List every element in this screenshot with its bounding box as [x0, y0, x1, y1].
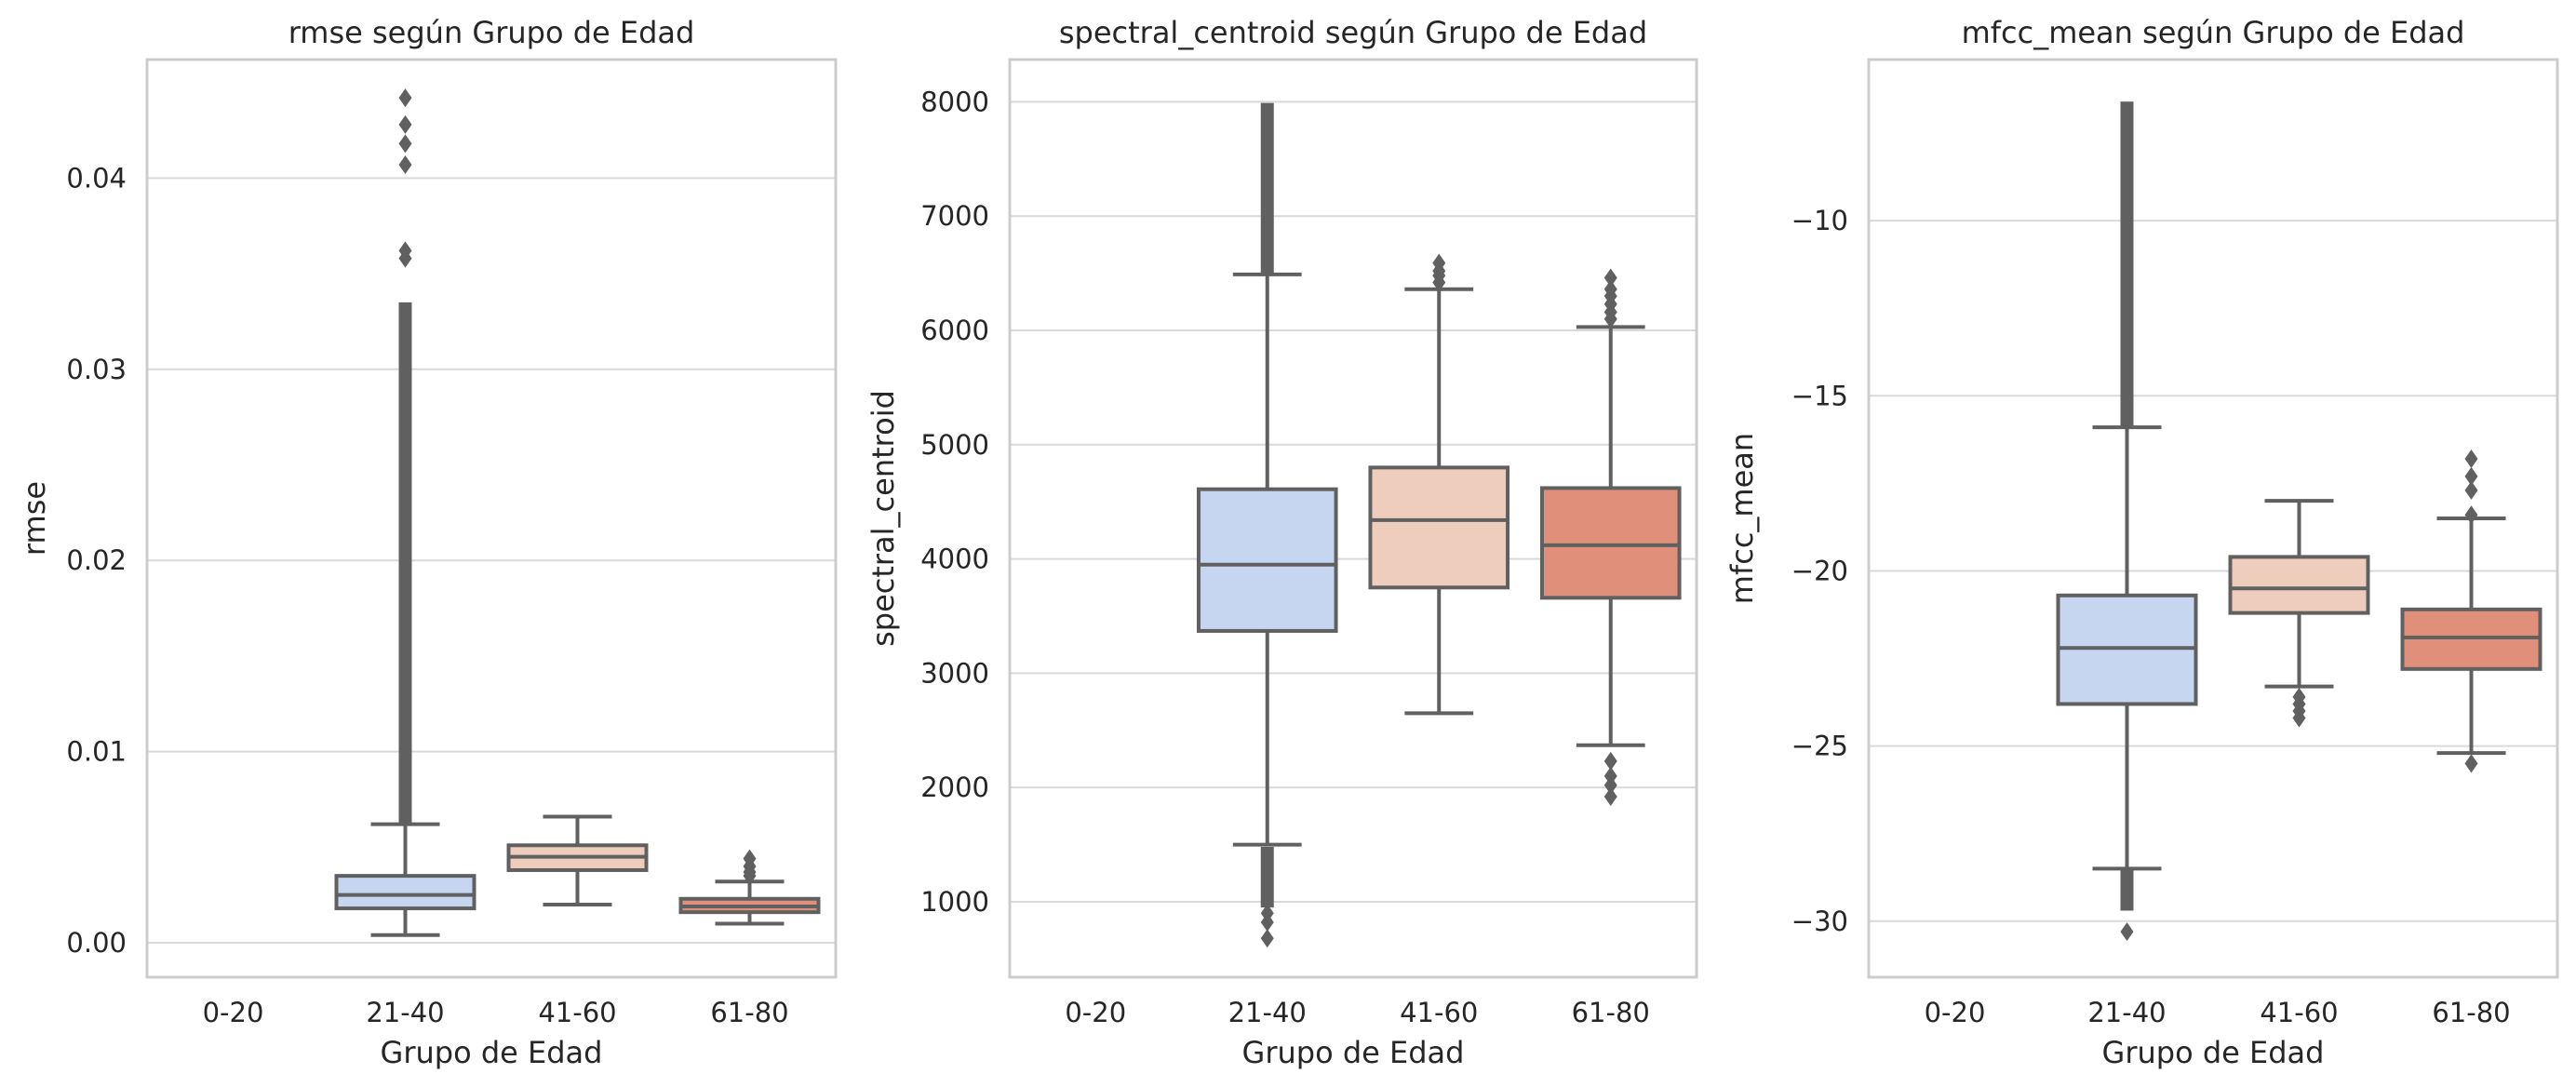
x-tick-label: 21-40	[2087, 997, 2166, 1028]
x-tick-label: 61-80	[2432, 997, 2510, 1028]
y-tick-label: 0.04	[66, 162, 127, 194]
plot-frame	[145, 58, 838, 979]
box-21-40	[2056, 101, 2198, 942]
outlier-point	[2464, 754, 2478, 773]
y-tick-label: −25	[1791, 731, 1848, 762]
box-41-60	[506, 814, 649, 906]
box-21-40	[334, 88, 476, 937]
plot-frame	[1867, 58, 2559, 979]
x-axis-label: Grupo de Edad	[2102, 1035, 2325, 1070]
chart-title: rmse según Grupo de Edad	[288, 15, 695, 50]
x-tick-label: 0-20	[1065, 997, 1126, 1028]
y-tick-label: 8000	[920, 86, 989, 117]
x-axis-label: Grupo de Edad	[381, 1035, 603, 1070]
box-iqr	[334, 874, 476, 911]
box-21-40	[1196, 102, 1338, 948]
outlier-point	[2464, 480, 2478, 500]
x-tick-label: 61-80	[710, 997, 788, 1028]
outlier-point	[1260, 929, 1274, 948]
outlier-point	[1260, 904, 1274, 923]
chart-panel-1: 0.00 0.01 0.02 0.03 0.04 0-20 21-40 41-60 61-80 r…	[17, 15, 838, 1070]
x-tick-label: 61-80	[1572, 997, 1650, 1028]
x-tick-label: 21-40	[366, 997, 444, 1028]
x-tick-label: 21-40	[1228, 997, 1307, 1028]
outlier-point	[398, 241, 412, 261]
y-axis-label: mfcc_mean	[1724, 433, 1760, 604]
box-iqr	[1196, 487, 1338, 633]
y-tick-label: 0.00	[66, 927, 127, 959]
outlier-point	[2464, 505, 2478, 525]
outlier-point	[2464, 466, 2478, 486]
outlier-band	[1260, 102, 1274, 275]
box-41-60	[1368, 253, 1510, 716]
outlier-point	[743, 849, 757, 868]
outlier-band	[398, 302, 412, 825]
outlier-point	[1603, 279, 1617, 299]
outlier-point	[1603, 268, 1617, 288]
y-tick-label: 0.01	[66, 736, 127, 768]
outlier-point	[1603, 751, 1617, 771]
outlier-point	[2292, 708, 2306, 728]
y-axis-label: rmse	[17, 481, 52, 556]
chart-panel-2: 1000 2000 3000 4000 5000 6000 7000 8000 0-20 21-4…	[865, 15, 1698, 1070]
box-41-60	[2228, 499, 2370, 728]
outlier-point	[1603, 786, 1617, 806]
outlier-point	[398, 134, 412, 154]
x-tick-label: 0-20	[1925, 997, 1986, 1028]
x-tick-label: 41-60	[1400, 997, 1478, 1028]
outlier-point	[2464, 450, 2478, 469]
y-tick-label: −20	[1791, 555, 1848, 586]
outlier-point	[398, 114, 412, 134]
x-axis-label: Grupo de Edad	[1242, 1035, 1465, 1070]
outlier-band	[2120, 868, 2134, 911]
plot-frame	[1008, 58, 1698, 979]
y-tick-label: 5000	[920, 429, 989, 461]
outlier-point	[2120, 922, 2134, 942]
outlier-point	[1432, 253, 1446, 273]
box-iqr	[2228, 555, 2370, 615]
outlier-band	[2120, 101, 2134, 428]
chart-title: mfcc_mean según Grupo de Edad	[1962, 15, 2465, 50]
y-tick-label: 0.02	[66, 544, 127, 576]
outlier-point	[398, 154, 412, 174]
box-iqr	[1368, 465, 1510, 590]
y-tick-label: 1000	[920, 886, 989, 918]
box-61-80	[2400, 450, 2542, 773]
box-61-80	[1539, 268, 1682, 806]
y-tick-label: 3000	[920, 657, 989, 689]
x-tick-label: 41-60	[2260, 997, 2338, 1028]
y-tick-label: 7000	[920, 200, 989, 232]
outlier-point	[1603, 766, 1617, 785]
y-tick-label: 4000	[920, 544, 989, 575]
y-tick-label: −15	[1791, 380, 1848, 411]
box-iqr	[1539, 486, 1682, 600]
y-tick-label: 0.03	[66, 354, 127, 385]
x-tick-label: 0-20	[203, 997, 264, 1028]
outlier-point	[398, 88, 412, 108]
y-tick-label: −30	[1791, 906, 1848, 937]
outlier-band	[1260, 847, 1274, 908]
y-axis-label: spectral_centroid	[865, 390, 901, 647]
x-tick-label: 41-60	[538, 997, 616, 1028]
y-tick-label: 2000	[920, 772, 989, 803]
y-tick-label: 6000	[920, 315, 989, 346]
chart-panel-3: −30 −25 −20 −15 −10 0-20 21-40 41-60 61-80 mfcc_m…	[1724, 15, 2559, 1070]
y-tick-label: −10	[1791, 205, 1848, 236]
box-61-80	[678, 849, 821, 926]
chart-title: spectral_centroid según Grupo de Edad	[1059, 15, 1647, 50]
